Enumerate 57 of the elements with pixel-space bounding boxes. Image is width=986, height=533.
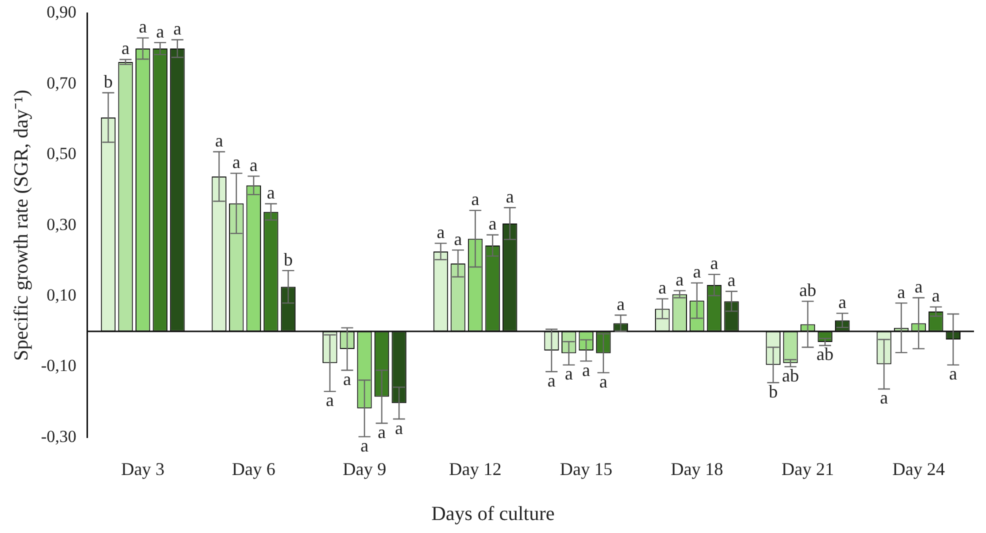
y-tick-label: 0,10 — [46, 285, 76, 304]
data-label: a — [436, 222, 445, 242]
data-label: a — [454, 228, 462, 249]
y-tick-label: 0,70 — [46, 73, 76, 92]
data-label: a — [949, 364, 958, 384]
x-tick-label: Day 18 — [670, 458, 724, 479]
data-label: a — [582, 360, 590, 380]
data-label: a — [122, 38, 130, 58]
y-tick-label: 0,50 — [46, 144, 76, 164]
data-label: a — [378, 422, 386, 442]
data-label: a — [173, 18, 182, 38]
data-label: a — [266, 182, 275, 202]
y-axis-title: Specific growth rate (SGR, day⁻¹) — [10, 90, 32, 361]
y-tick-label: 0,30 — [46, 214, 76, 234]
data-label: a — [658, 278, 666, 298]
data-label: a — [215, 130, 224, 151]
x-tick-label: Day 3 — [121, 458, 165, 479]
data-label: a — [897, 282, 906, 302]
data-label: ab — [799, 280, 816, 300]
data-label: a — [932, 286, 940, 306]
data-label: a — [506, 186, 514, 206]
data-label: a — [676, 269, 684, 290]
data-label: a — [599, 371, 608, 392]
data-label: b — [768, 381, 778, 402]
data-label: a — [564, 364, 573, 384]
data-label: a — [395, 418, 404, 438]
data-label: a — [471, 189, 480, 210]
data-label: ab — [782, 365, 799, 386]
y-tick-label: 0,90 — [46, 2, 76, 22]
data-label: a — [710, 253, 718, 274]
data-label: ab — [816, 344, 834, 364]
y-tick-label: -0,30 — [40, 426, 76, 446]
x-tick-label: Day 24 — [892, 458, 945, 479]
x-tick-label: Day 9 — [342, 458, 386, 479]
data-label: a — [616, 294, 625, 314]
x-axis-title: Days of culture — [430, 503, 556, 526]
data-label: a — [360, 435, 368, 456]
data-label: a — [838, 292, 846, 312]
data-label: a — [343, 368, 352, 389]
data-label: a — [232, 152, 240, 172]
x-tick-label: Day 6 — [232, 458, 276, 479]
y-tick-label: -0,10 — [40, 356, 76, 376]
data-label: a — [914, 276, 923, 296]
data-label: b — [104, 71, 113, 92]
x-tick-label: Day 15 — [560, 458, 612, 479]
data-label: a — [880, 388, 888, 408]
x-tick-label: Day 21 — [782, 458, 834, 479]
x-tick-label: Day 12 — [449, 458, 502, 479]
data-label: a — [326, 390, 334, 410]
data-label: a — [138, 16, 147, 37]
data-label: a — [156, 21, 164, 42]
data-label: a — [250, 154, 258, 175]
data-label: a — [692, 262, 701, 282]
data-label: a — [728, 270, 736, 290]
data-label: b — [284, 249, 293, 270]
data-label: a — [488, 214, 497, 234]
data-label: a — [548, 370, 556, 390]
